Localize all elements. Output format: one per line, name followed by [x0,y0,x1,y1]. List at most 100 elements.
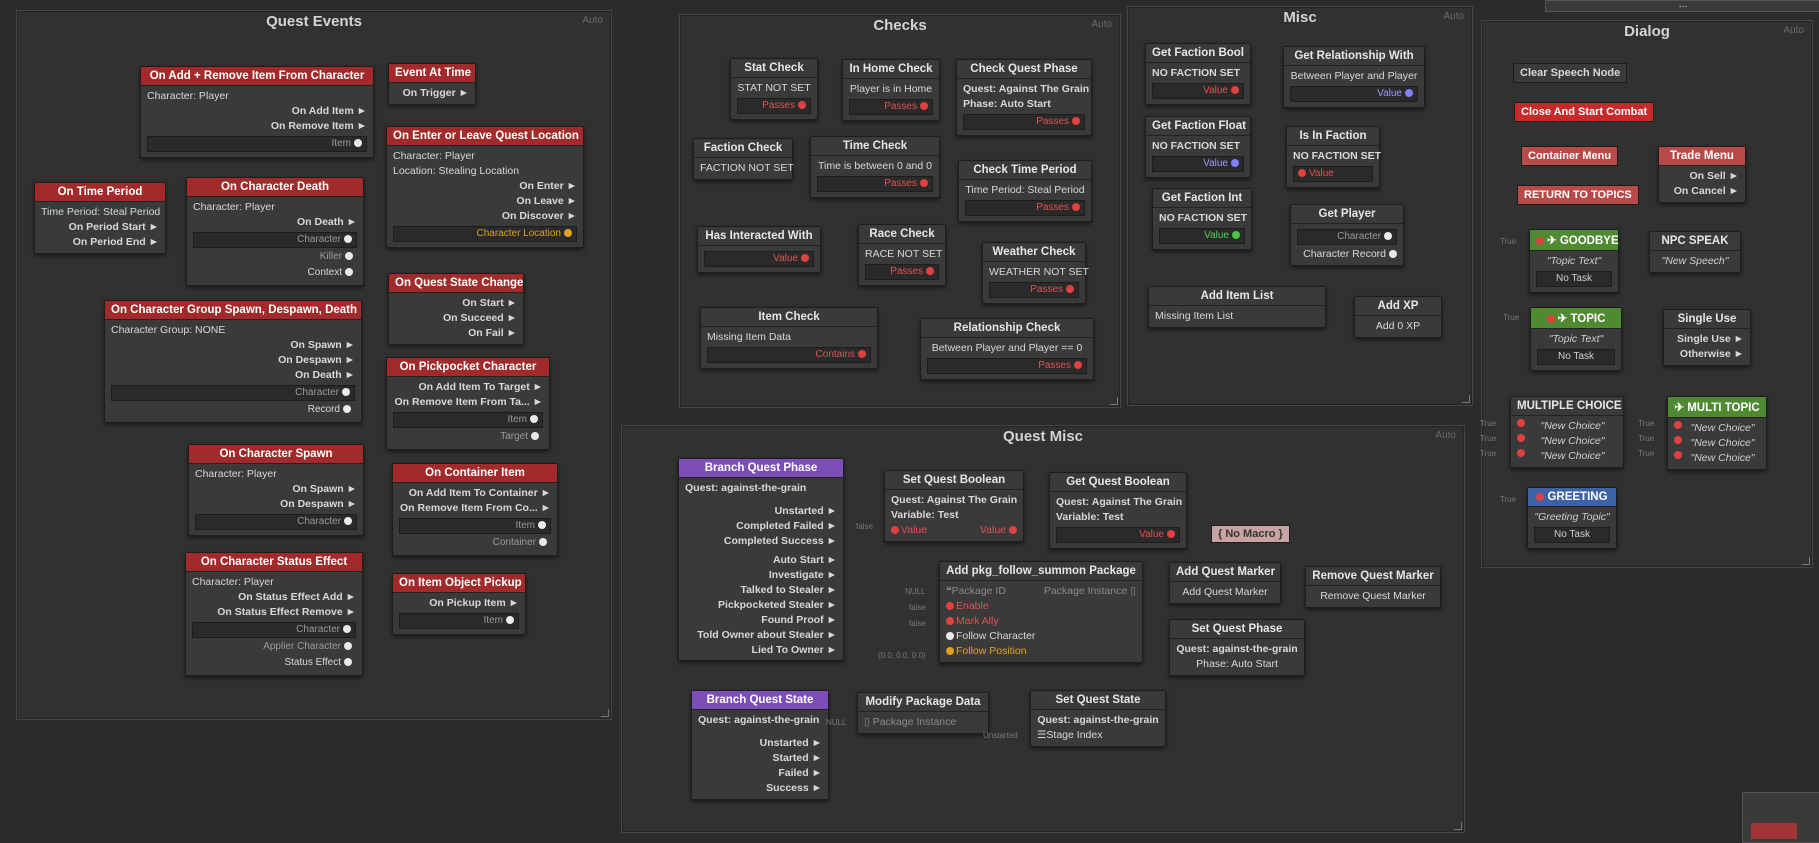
output-completed-failed[interactable]: Completed Failed ► [736,520,837,532]
input-port[interactable] [1536,236,1544,245]
output-port[interactable] [342,388,350,397]
output-port[interactable] [343,405,351,414]
output-port[interactable] [538,521,546,530]
node-set-quest-state[interactable]: Set Quest State Quest: against-the-grain… [1030,690,1166,747]
node-container-menu[interactable]: Container Menu [1521,146,1619,166]
node-get-faction-bool[interactable]: Get Faction Bool NO FACTION SET Value [1145,43,1251,105]
output-on-start[interactable]: On Start ► [462,297,517,309]
output-on-period-start[interactable]: On Period Start ► [68,221,159,233]
output-on-fail[interactable]: On Fail ► [468,327,517,339]
output-started[interactable]: Started ► [772,752,823,764]
node-on-character-status-effect[interactable]: On Character Status Effect Character: Pl… [185,552,363,676]
node-single-use[interactable]: Single Use Single Use ► Otherwise ► [1663,309,1751,366]
node-set-quest-phase[interactable]: Set Quest Phase Quest: against-the-grain… [1169,619,1305,676]
input-port[interactable] [891,526,899,535]
node-remove-quest-marker[interactable]: Remove Quest Marker Remove Quest Marker [1305,566,1441,608]
node-time-check[interactable]: Time Check Time is between 0 and 0 Passe… [810,136,940,198]
resize-grip[interactable] [1462,395,1470,403]
output-port[interactable] [1074,361,1082,370]
output-port[interactable] [344,235,352,244]
node-greeting[interactable]: GREETING "Greeting Topic" No Task [1527,487,1617,549]
output-port[interactable] [539,538,547,547]
output-port[interactable] [354,139,362,148]
node-add-item-list[interactable]: Add Item List Missing Item List [1148,286,1326,328]
output-found-proof[interactable]: Found Proof ► [761,614,837,626]
output-on-remove-item-target[interactable]: On Remove Item From Ta... ► [394,396,543,408]
output-on-trigger[interactable]: On Trigger ► [402,87,469,99]
output-auto-start[interactable]: Auto Start ► [772,554,837,566]
node-add-xp[interactable]: Add XP Add 0 XP [1354,296,1442,338]
node-get-player[interactable]: Get Player Character Character Record [1290,204,1404,266]
node-on-enter-leave-location[interactable]: On Enter or Leave Quest Location Charact… [386,126,584,248]
choice-port[interactable] [1517,434,1525,442]
input-port[interactable] [1546,314,1555,323]
node-get-faction-float[interactable]: Get Faction Float NO FACTION SET Value [1145,116,1251,178]
node-faction-check[interactable]: Faction Check FACTION NOT SET [693,138,794,180]
output-port[interactable] [344,642,352,651]
output-port[interactable] [1066,285,1074,294]
node-multiple-choice[interactable]: MULTIPLE CHOICE "New Choice" "New Choice… [1510,396,1624,468]
output-port[interactable] [345,252,353,261]
node-no-macro[interactable]: { No Macro } [1211,525,1290,543]
node-on-character-group[interactable]: On Character Group Spawn, Despawn, Death… [104,300,362,423]
output-port[interactable] [1231,86,1239,95]
node-on-pickpocket-character[interactable]: On Pickpocket Character On Add Item To T… [386,357,550,450]
output-on-enter[interactable]: On Enter ► [519,180,577,192]
choice-port[interactable] [1517,419,1525,427]
node-check-time-period[interactable]: Check Time Period Time Period: Steal Per… [958,160,1092,222]
node-modify-package-data[interactable]: Modify Package Data ▯ Package Instance [857,692,989,734]
output-on-status-effect-add[interactable]: On Status Effect Add ► [238,591,356,603]
output-port[interactable] [344,658,352,667]
node-add-follow-summon-package[interactable]: Add pkg_follow_summon Package ❝Package I… [939,561,1143,663]
node-stat-check[interactable]: Stat Check STAT NOT SET Passes [730,58,818,120]
output-on-succeed[interactable]: On Succeed ► [443,312,517,324]
output-port[interactable] [801,254,809,263]
output-on-cancel[interactable]: On Cancel ► [1673,185,1739,197]
input-port[interactable] [946,647,954,656]
output-unstarted[interactable]: Unstarted ► [759,737,822,749]
minimap[interactable] [1742,792,1819,843]
node-task[interactable]: No Task [1536,271,1612,287]
top-overflow-bar[interactable]: ... [1545,0,1819,12]
node-event-at-time[interactable]: Event At Time On Trigger ► [388,63,476,105]
node-goodbye[interactable]: ✈ GOODBYE "Topic Text" No Task [1529,229,1619,293]
output-success[interactable]: Success ► [766,782,822,794]
output-lied-to-owner[interactable]: Lied To Owner ► [751,644,837,656]
input-port[interactable] [946,602,954,611]
output-port[interactable] [530,415,538,424]
node-task[interactable]: No Task [1537,349,1615,365]
node-trade-menu[interactable]: Trade Menu On Sell ► On Cancel ► [1658,146,1746,203]
choice-port[interactable] [1674,451,1682,459]
output-on-leave[interactable]: On Leave ► [516,195,577,207]
node-branch-quest-state[interactable]: Branch Quest State Quest: against-the-gr… [691,690,829,800]
output-on-sell[interactable]: On Sell ► [1689,170,1740,182]
output-port[interactable] [1389,250,1397,259]
node-race-check[interactable]: Race Check RACE NOT SET Passes [858,224,946,286]
output-port[interactable] [1009,526,1017,535]
node-clear-speech[interactable]: Clear Speech Node [1513,63,1628,83]
input-port[interactable] [946,632,954,641]
output-on-spawn[interactable]: On Spawn ► [290,339,355,351]
node-topic[interactable]: ✈ TOPIC "Topic Text" No Task [1530,307,1622,371]
node-in-home-check[interactable]: In Home Check Player is in Home Passes [842,59,940,121]
output-on-death[interactable]: On Death ► [297,216,357,228]
output-port[interactable] [344,517,352,526]
node-on-character-spawn[interactable]: On Character Spawn Character: Player On … [188,444,364,536]
node-on-quest-state-change[interactable]: On Quest State Change On Start ► On Succ… [388,273,524,345]
output-port[interactable] [564,229,572,238]
output-unstarted[interactable]: Unstarted ► [774,505,837,517]
resize-grip[interactable] [601,709,609,717]
node-on-container-item[interactable]: On Container Item On Add Item To Contain… [392,463,558,556]
output-pickpocketed-stealer[interactable]: Pickpocketed Stealer ► [718,599,837,611]
node-npc-speak[interactable]: NPC SPEAK "New Speech" [1649,231,1741,273]
output-port[interactable] [343,625,351,634]
node-check-quest-phase[interactable]: Check Quest Phase Quest: Against The Gra… [956,59,1092,136]
output-on-discover[interactable]: On Discover ► [501,210,577,222]
output-on-pickup-item[interactable]: On Pickup Item ► [429,597,519,609]
output-on-remove-item[interactable]: On Remove Item ► [270,120,367,132]
output-on-period-end[interactable]: On Period End ► [72,236,159,248]
node-on-character-death[interactable]: On Character Death Character: Player On … [186,177,364,286]
node-on-item-object-pickup[interactable]: On Item Object Pickup On Pickup Item ► I… [392,573,526,635]
node-close-and-start-combat[interactable]: Close And Start Combat [1514,102,1655,122]
output-port[interactable] [858,350,866,359]
